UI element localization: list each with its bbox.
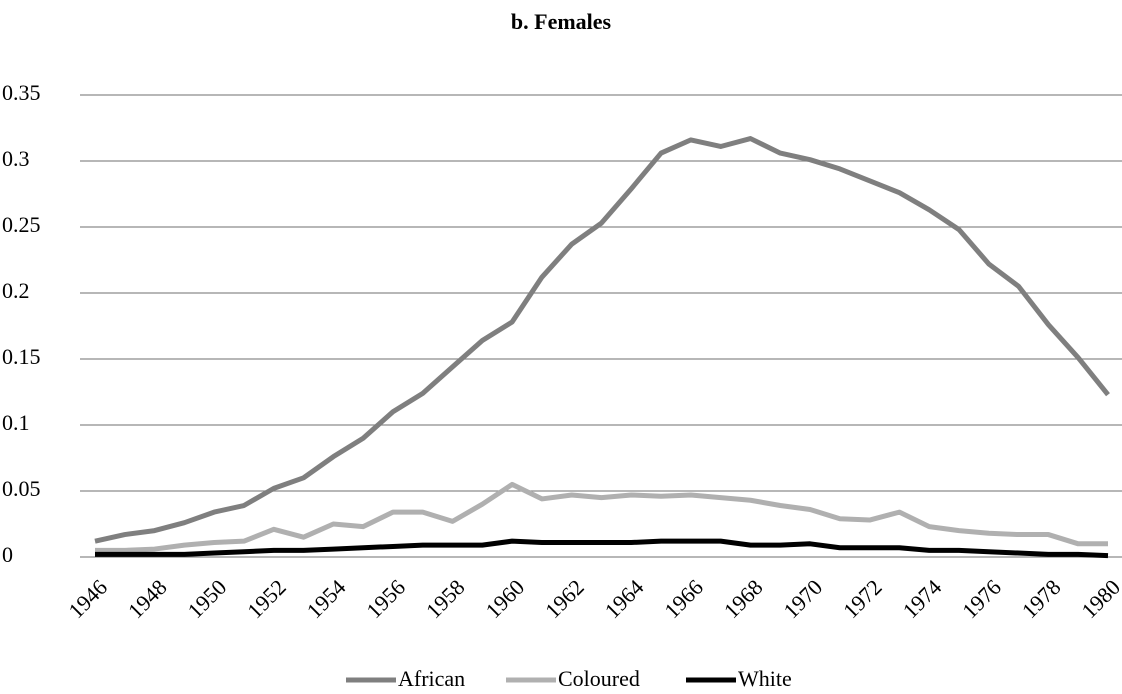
x-tick-label: 1950 (182, 574, 231, 623)
series-line (94, 136, 1110, 544)
series-line (95, 538, 1109, 559)
x-tick-label: 1946 (63, 574, 112, 623)
x-tick-label: 1972 (838, 574, 887, 623)
y-tick-label: 0.2 (2, 278, 30, 303)
x-tick-label: 1952 (242, 574, 291, 623)
x-tick-label: 1956 (361, 574, 410, 623)
chart-title: b. Females (511, 9, 612, 34)
legend-label: African (398, 666, 465, 691)
x-tick-label: 1976 (957, 574, 1006, 623)
x-tick-label: 1960 (480, 574, 529, 623)
y-tick-label: 0.35 (2, 80, 41, 105)
x-tick-label: 1980 (1076, 574, 1122, 623)
series-line (95, 481, 1108, 553)
y-tick-label: 0.3 (2, 146, 30, 171)
x-tick-label: 1968 (719, 574, 768, 623)
x-tick-label: 1958 (421, 574, 470, 623)
y-tick-label: 0.25 (2, 212, 41, 237)
x-tick-label: 1974 (898, 574, 947, 623)
y-tick-label: 0.15 (2, 344, 41, 369)
y-tick-label: 0.1 (2, 410, 30, 435)
x-tick-label: 1954 (302, 574, 351, 623)
x-tick-label: 1978 (1017, 574, 1066, 623)
x-tick-label: 1962 (540, 574, 589, 623)
legend-label: White (738, 666, 792, 691)
legend-label: Coloured (558, 666, 640, 691)
y-tick-label: 0.05 (2, 476, 41, 501)
x-tick-label: 1970 (778, 574, 827, 623)
x-tick-label: 1964 (600, 574, 649, 623)
y-tick-label: 0 (2, 542, 13, 567)
x-tick-label: 1966 (659, 574, 708, 623)
x-tick-label: 1948 (123, 574, 172, 623)
